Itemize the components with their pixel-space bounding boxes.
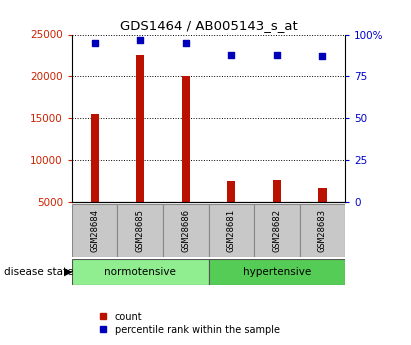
Bar [273,180,281,244]
Bar [136,56,144,244]
Bar [90,114,99,244]
Point [91,40,98,46]
Text: disease state: disease state [4,267,74,277]
Bar [227,181,236,244]
Text: GSM28682: GSM28682 [272,209,282,252]
Text: normotensive: normotensive [104,267,176,277]
Text: GSM28683: GSM28683 [318,209,327,252]
Bar [254,204,300,257]
Bar [209,204,254,257]
Text: GSM28686: GSM28686 [181,209,190,252]
Point [274,52,280,57]
Point [319,53,326,59]
Bar [118,204,163,257]
Bar [182,76,190,244]
Text: GSM28684: GSM28684 [90,209,99,252]
Bar [300,204,345,257]
Bar [163,204,209,257]
Text: GSM28681: GSM28681 [227,209,236,252]
Bar [72,259,209,285]
Point [137,37,143,42]
Text: hypertensive: hypertensive [243,267,311,277]
Point [182,40,189,46]
Text: GSM28685: GSM28685 [136,209,145,252]
Bar [209,259,345,285]
Point [228,52,235,57]
Bar [319,188,327,244]
Bar [72,204,118,257]
Legend: count, percentile rank within the sample: count, percentile rank within the sample [95,308,284,338]
Text: ▶: ▶ [64,267,72,277]
Title: GDS1464 / AB005143_s_at: GDS1464 / AB005143_s_at [120,19,298,32]
